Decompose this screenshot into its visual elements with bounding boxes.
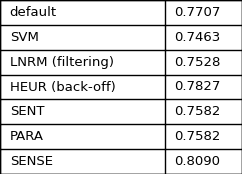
Text: PARA: PARA (10, 130, 44, 143)
Text: SENT: SENT (10, 105, 44, 118)
Text: SENSE: SENSE (10, 155, 53, 168)
Text: 0.7582: 0.7582 (174, 130, 221, 143)
Text: SVM: SVM (10, 31, 38, 44)
Text: 0.8090: 0.8090 (174, 155, 220, 168)
Text: 0.7582: 0.7582 (174, 105, 221, 118)
Text: 0.7707: 0.7707 (174, 6, 221, 19)
Text: 0.7827: 0.7827 (174, 81, 221, 93)
Text: default: default (10, 6, 57, 19)
Text: LNRM (filtering): LNRM (filtering) (10, 56, 114, 69)
Text: 0.7463: 0.7463 (174, 31, 220, 44)
Text: 0.7528: 0.7528 (174, 56, 221, 69)
Text: HEUR (back-off): HEUR (back-off) (10, 81, 115, 93)
